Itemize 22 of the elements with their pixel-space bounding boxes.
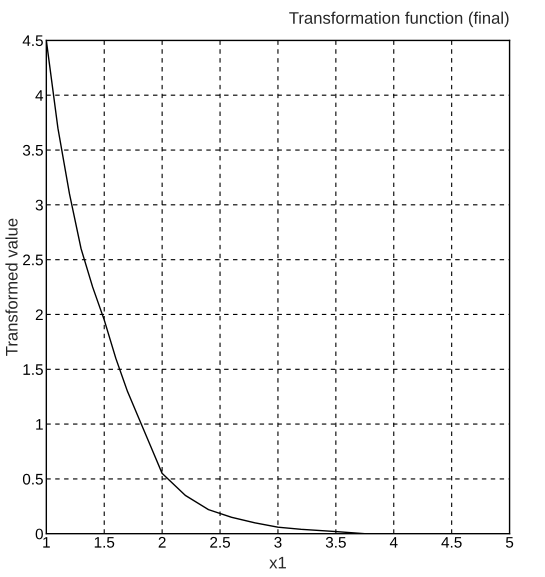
y-tick-label: 3.5 xyxy=(22,144,43,156)
y-tick-label: 1.5 xyxy=(23,364,43,375)
x-tick-label: 2 xyxy=(158,536,166,548)
x-tick-label: 4 xyxy=(390,537,398,548)
x-tick-label: 1 xyxy=(43,537,50,548)
y-tick-label: 0 xyxy=(36,528,43,540)
x-tick-label: 5 xyxy=(506,537,514,548)
y-tick-label: 1 xyxy=(36,419,43,430)
y-tick-label: 3 xyxy=(36,200,43,211)
y-tick-label: 2 xyxy=(36,309,43,320)
y-axis-title: Transformed value xyxy=(5,218,18,356)
y-tick-label: 4.5 xyxy=(22,35,43,46)
y-tick-label: 0.5 xyxy=(22,474,43,485)
x-tick-label: 3 xyxy=(274,536,282,548)
x-axis-title: x1 xyxy=(269,556,286,568)
y-tick-label: 2.5 xyxy=(23,254,43,266)
y-tick-label: 4 xyxy=(35,90,44,101)
x-tick-label: 1.5 xyxy=(94,537,114,548)
x-tick-label: 3.5 xyxy=(326,536,346,548)
x-tick-label: 2.5 xyxy=(210,536,230,548)
x-tick-label: 4.5 xyxy=(441,537,462,548)
chart-title: Transformation function (final) xyxy=(289,12,509,28)
